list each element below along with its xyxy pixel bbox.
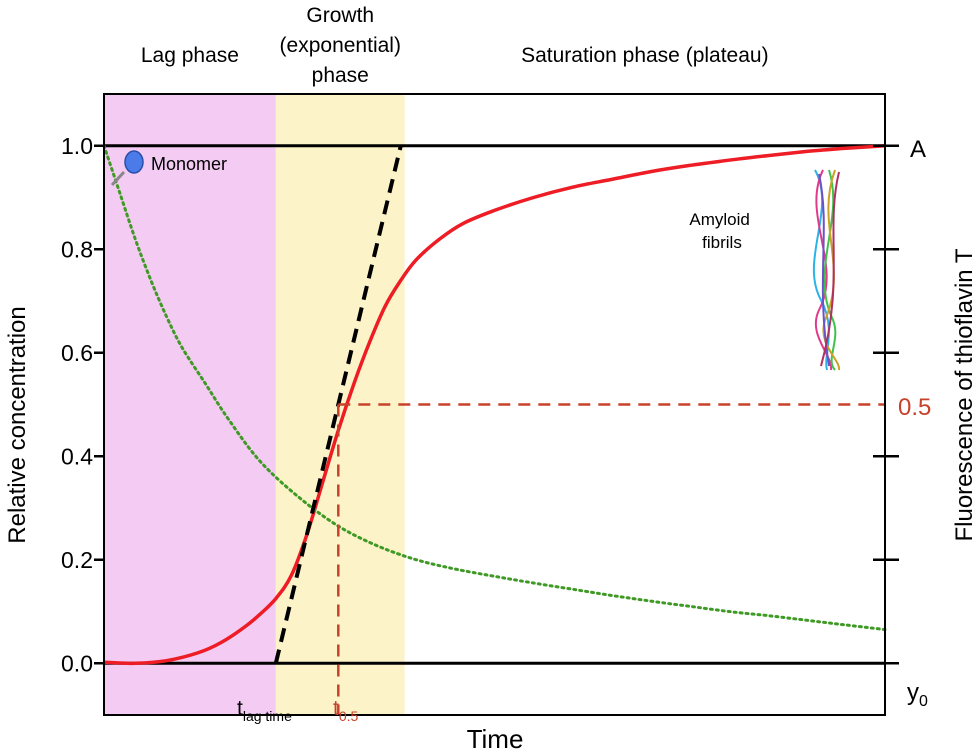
monomer-icon xyxy=(110,150,144,187)
right-label-y0-base: y xyxy=(907,679,919,706)
half-marker xyxy=(337,403,885,715)
lag-time-label: tlag time xyxy=(237,697,292,724)
right-label-y0-sub: 0 xyxy=(919,693,928,710)
left-tick-label-0: 0.0 xyxy=(61,650,93,676)
left-tick-label-4: 0.8 xyxy=(61,236,93,262)
fibrils-illustration xyxy=(812,169,841,371)
right-label-y0: y0 xyxy=(907,679,928,710)
phase-label-2-line-0: Saturation phase (plateau) xyxy=(521,44,769,67)
lag-time-base: t xyxy=(237,697,243,720)
annotations: Monomer Amyloid fibrils tlag time t0.5 A… xyxy=(4,136,978,754)
phase-band-0 xyxy=(104,94,276,715)
monomer-label: Monomer xyxy=(151,154,227,174)
t-half-base: t xyxy=(333,697,339,720)
phase-label-1-line-1: (exponential) xyxy=(280,34,401,57)
phase-labels: Lag phase Growth (exponential) phase Saturat… xyxy=(141,4,769,87)
t-half-label: t0.5 xyxy=(333,697,359,724)
right-label-half: 0.5 xyxy=(898,394,931,421)
right-axis-ticks xyxy=(873,144,899,665)
series-line-amyloid-fibrils xyxy=(103,144,886,666)
phase-label-1-line-0: Growth xyxy=(306,4,374,27)
fibrils-label-line-1: Amyloid xyxy=(689,210,749,229)
reference-lines xyxy=(104,144,885,665)
y-axis-label: Relative concentration xyxy=(4,306,31,543)
fibrils-label-line-2: fibrils xyxy=(702,233,742,252)
phase-label-0-line-0: Lag phase xyxy=(141,44,239,67)
fibrils-label: Amyloid fibrils xyxy=(689,210,754,252)
x-axis-label: Time xyxy=(467,724,524,754)
left-axis-ticks: 0.0 0.2 0.4 0.6 0.8 1.0 xyxy=(61,133,104,676)
series-line-monomer xyxy=(102,144,887,632)
right-axis-label: Fluorescence of thioflavin T xyxy=(951,248,978,541)
left-tick-label-2: 0.4 xyxy=(61,443,93,469)
t-half-sub: 0.5 xyxy=(339,708,359,724)
left-tick-label-1: 0.2 xyxy=(61,547,93,573)
left-tick-label-5: 1.0 xyxy=(61,133,93,159)
lag-time-sub: lag time xyxy=(243,708,292,724)
phase-label-1-line-2: phase xyxy=(312,64,369,87)
plot-frame xyxy=(103,93,886,716)
right-label-a: A xyxy=(910,136,926,163)
left-tick-label-3: 0.6 xyxy=(61,340,93,366)
